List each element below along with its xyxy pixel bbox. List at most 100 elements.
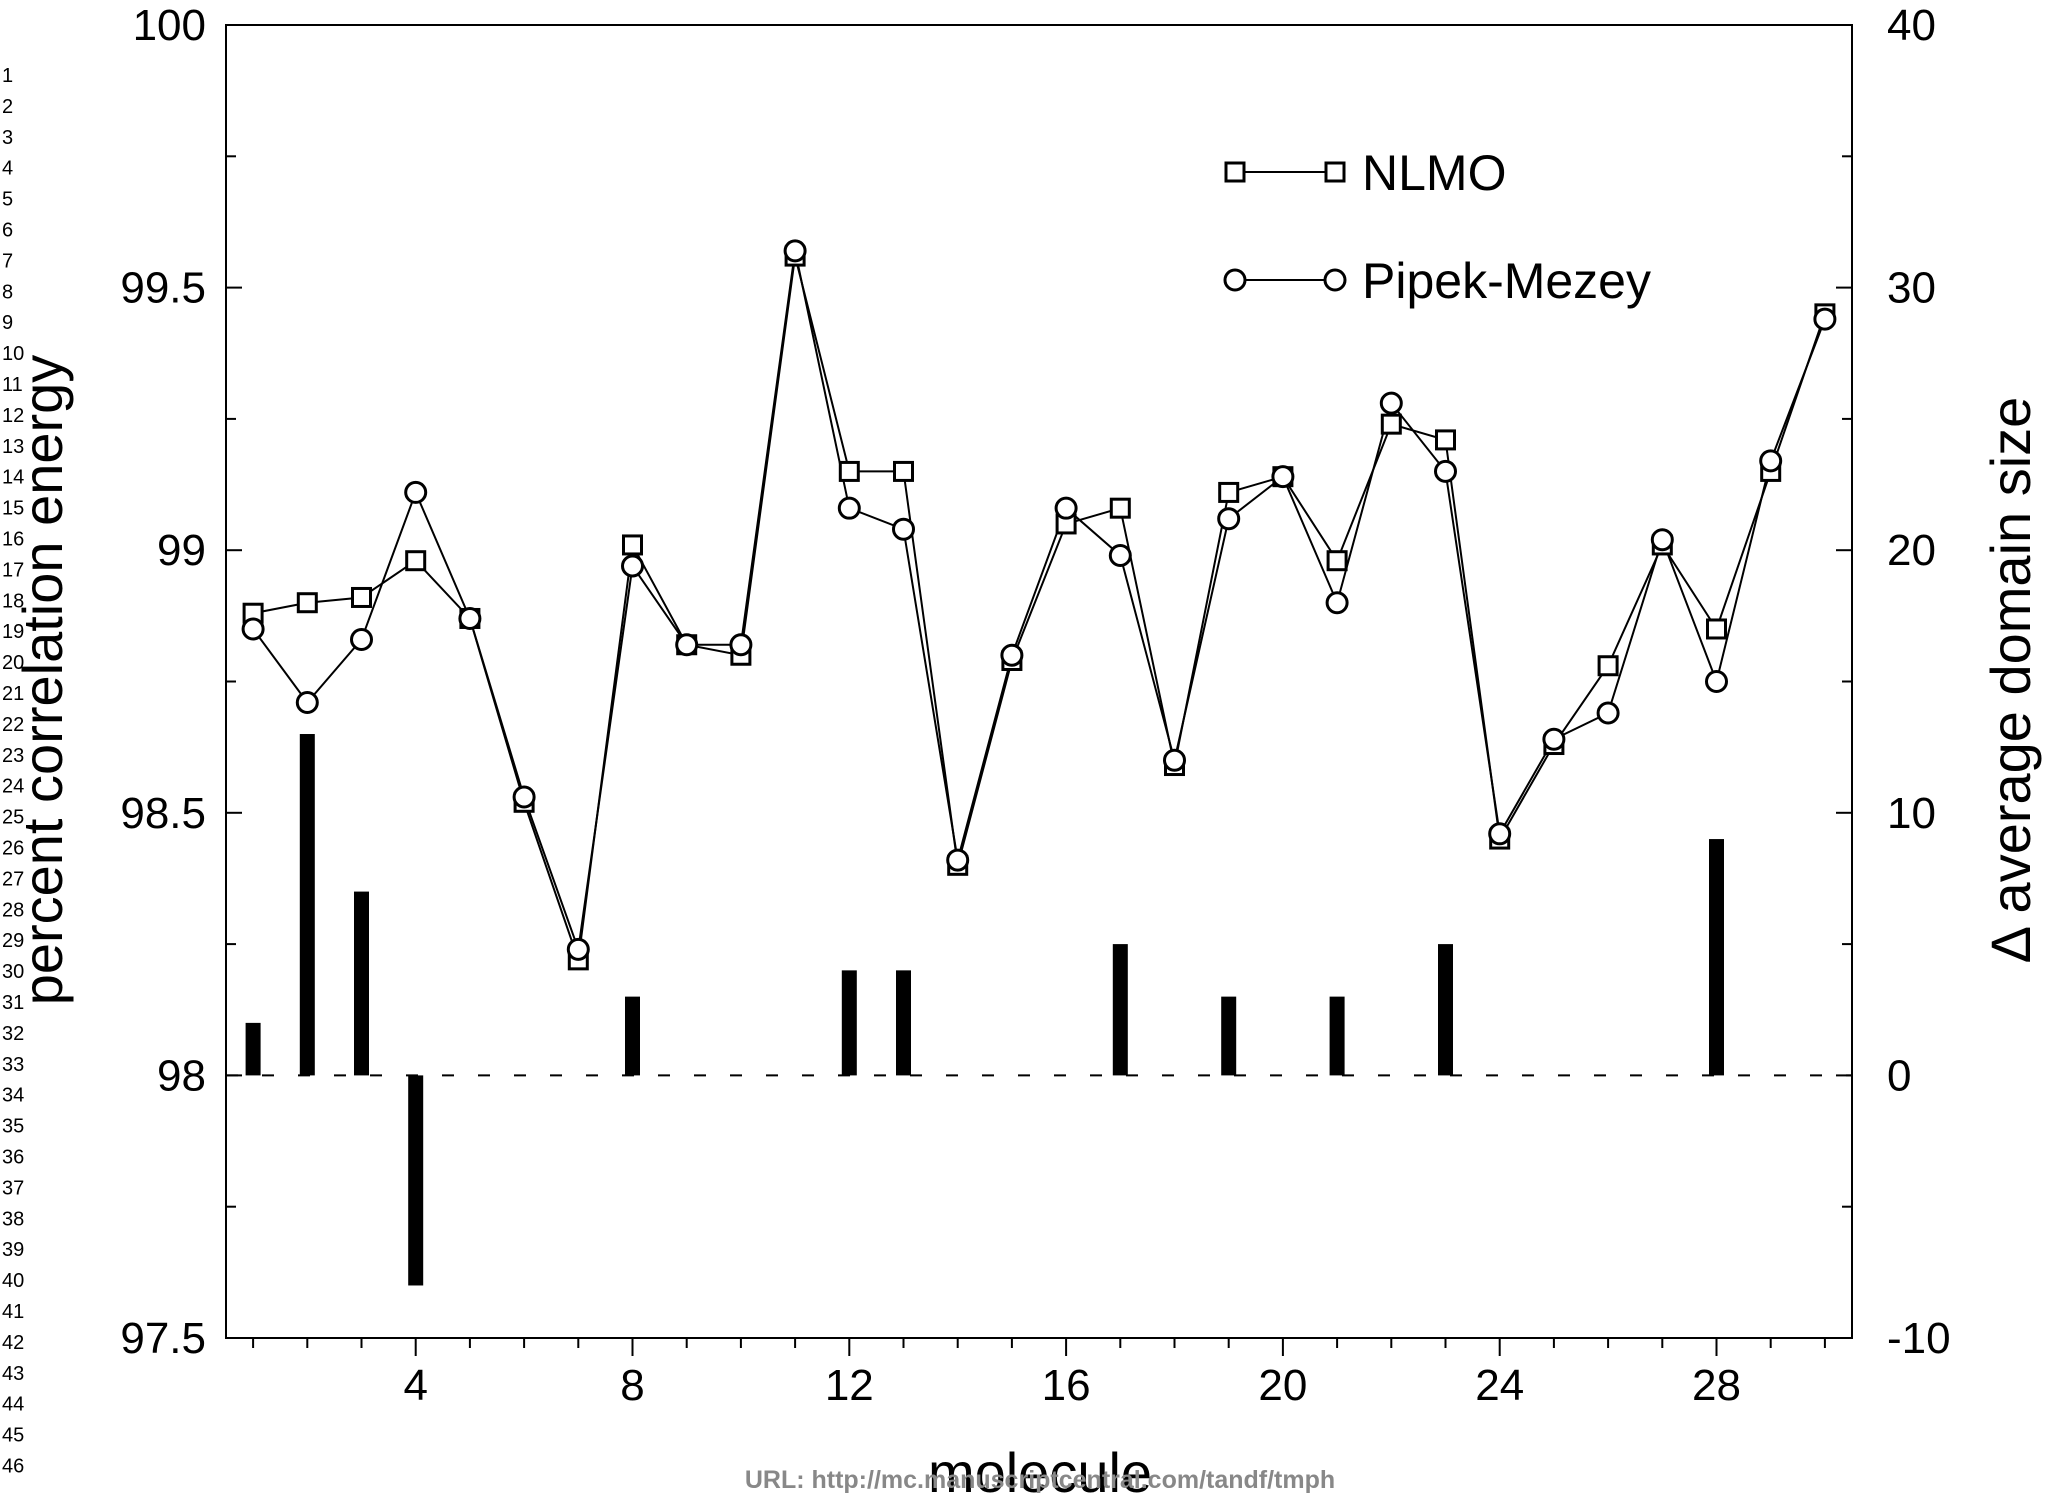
line-number: 44 <box>2 1394 24 1416</box>
x-tick-label: 16 <box>1042 1361 1091 1410</box>
pipek-mezey-point <box>404 480 428 504</box>
line-number: 15 <box>2 498 24 520</box>
y-tick-label: 97.5 <box>120 1314 206 1363</box>
series-line-nlmo <box>252 255 1826 961</box>
line-number: 16 <box>2 529 24 551</box>
pipek-mezey-point <box>1488 822 1512 846</box>
line-number: 41 <box>2 1301 24 1323</box>
legend-item-nlmo: NLMO <box>1224 145 1506 201</box>
pipek-mezey-point <box>1054 496 1078 520</box>
y2-axis-title: Δ average domain size <box>1979 397 2042 964</box>
line-number: 46 <box>2 1456 24 1478</box>
nlmo-point <box>1380 413 1402 435</box>
line-number: 23 <box>2 745 24 767</box>
line-number: 7 <box>2 250 13 272</box>
y-tick-label: 98 <box>157 1051 206 1100</box>
legend-pipek-mezey-label: Pipek-Mezey <box>1362 253 1651 309</box>
pipek-mezey-point <box>1108 543 1132 567</box>
y2-tick-label: 0 <box>1887 1051 1911 1100</box>
pipek-mezey-point <box>621 554 644 578</box>
line-number: 25 <box>2 807 24 829</box>
x-tick-label: 8 <box>620 1361 644 1410</box>
y2-tick-label: 40 <box>1887 1 1936 50</box>
pipek-mezey-point <box>675 633 699 657</box>
nlmo-point <box>296 592 318 614</box>
line-number: 32 <box>2 1023 24 1045</box>
line-number-gutter: 1234567891011121314151617181920212223242… <box>2 65 24 1478</box>
x-tick-label: 24 <box>1475 1361 1524 1410</box>
line-number: 29 <box>2 930 24 952</box>
y-tick-label: 99.5 <box>120 264 206 313</box>
line-number: 36 <box>2 1147 24 1169</box>
nlmo-point <box>351 586 372 608</box>
pipek-mezey-point <box>1650 528 1674 552</box>
nlmo-point <box>622 534 643 556</box>
x-tick-label: 12 <box>825 1361 874 1410</box>
y2-tick-label: 30 <box>1887 264 1936 313</box>
pipek-mezey-point <box>1325 591 1349 615</box>
line-number: 43 <box>2 1363 24 1385</box>
y-axis-title: percent correlation energy <box>11 355 74 1006</box>
domain-size-bars <box>245 734 1724 1286</box>
pipek-mezey-point <box>1271 465 1295 489</box>
legend-nlmo-square-left <box>1224 161 1246 183</box>
line-number: 37 <box>2 1177 24 1199</box>
series-layer <box>241 239 1837 971</box>
legend: NLMO Pipek-Mezey <box>1223 145 1651 309</box>
series-line-pipek-mezey <box>252 250 1826 950</box>
pipek-mezey-point <box>512 785 536 809</box>
line-number: 28 <box>2 899 24 921</box>
pipek-mezey-point <box>892 517 915 541</box>
pipek-mezey-point <box>1000 643 1024 667</box>
line-number: 8 <box>2 281 13 303</box>
nlmo-point <box>1109 497 1131 519</box>
line-number: 18 <box>2 590 24 612</box>
legend-pipek-mezey-circle-right <box>1323 268 1347 292</box>
line-number: 5 <box>2 189 13 211</box>
line-number: 17 <box>2 559 24 581</box>
pipek-mezey-point <box>1596 701 1620 725</box>
y2-tick-label: 10 <box>1887 789 1936 838</box>
legend-nlmo-square-right <box>1324 161 1346 183</box>
line-number: 45 <box>2 1425 24 1447</box>
y2-tick-label: 20 <box>1887 526 1936 575</box>
nlmo-point <box>838 460 860 482</box>
plot-frame <box>225 24 1853 1339</box>
pipek-mezey-point <box>1705 670 1728 693</box>
x-tick-label: 20 <box>1258 1361 1307 1410</box>
bar <box>1221 996 1237 1076</box>
line-number: 34 <box>2 1085 24 1107</box>
bar <box>408 1075 424 1286</box>
pipek-mezey-point <box>783 239 807 263</box>
line-number: 13 <box>2 436 24 458</box>
pipek-mezey-point <box>1759 449 1783 473</box>
line-number: 3 <box>2 127 13 149</box>
pipek-mezey-point <box>729 633 753 657</box>
bar <box>625 996 640 1076</box>
pipek-mezey-point <box>1217 507 1241 531</box>
pipek-mezey-point <box>1163 748 1186 772</box>
nlmo-point <box>1597 655 1619 677</box>
line-number: 22 <box>2 714 24 736</box>
y-tick-label: 100 <box>133 1 206 50</box>
nlmo-point <box>1218 481 1240 503</box>
pipek-mezey-point <box>1542 727 1566 751</box>
line-number: 40 <box>2 1270 24 1292</box>
bar <box>245 1022 261 1076</box>
bar <box>1112 944 1128 1076</box>
bar <box>1438 944 1453 1076</box>
bar <box>896 970 911 1076</box>
line-number: 38 <box>2 1208 24 1230</box>
pipek-mezey-point <box>1813 307 1837 331</box>
legend-pipek-mezey-circle-left <box>1223 268 1247 292</box>
line-number: 26 <box>2 838 24 860</box>
pipek-mezey-point <box>946 848 970 872</box>
pipek-mezey-point <box>1434 459 1457 483</box>
line-number: 6 <box>2 220 13 242</box>
y-tick-label: 99 <box>157 526 206 575</box>
line-number: 1 <box>2 65 13 87</box>
nlmo-point <box>1435 429 1456 451</box>
line-number: 11 <box>2 374 23 396</box>
bar <box>299 734 315 1076</box>
